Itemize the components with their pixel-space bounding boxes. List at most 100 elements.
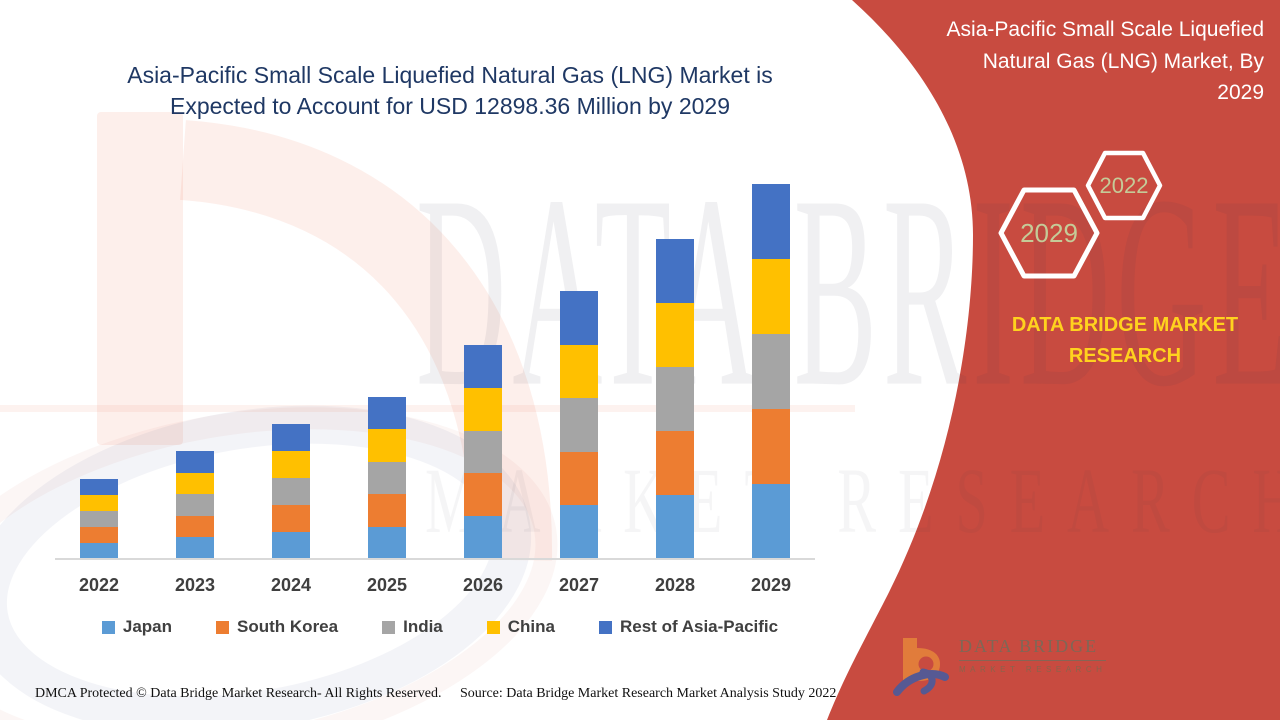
bar-segment-2025-japan (368, 526, 406, 559)
legend-swatch (101, 620, 115, 634)
bar-segment-2027-china (560, 344, 598, 399)
hexagon-2029-outline (998, 187, 1100, 279)
bar-segment-2024-china (272, 450, 310, 478)
hexagon-2022-outline (1085, 150, 1163, 221)
bar-2023 (176, 450, 214, 559)
watermark-b-bar (97, 112, 183, 445)
legend-label: Rest of Asia-Pacific (620, 617, 779, 636)
bar-segment-2023-japan (176, 537, 214, 559)
logo-b-icon (893, 638, 949, 696)
bar-segment-2023-india (176, 494, 214, 516)
legend-swatch (382, 620, 396, 634)
hexagon-2029: 2029 (998, 187, 1100, 279)
bar-segment-2023-china (176, 472, 214, 495)
watermark-text-market-research: MARKET RESEARCH (425, 448, 1280, 553)
legend-label: China (507, 617, 555, 636)
bar-segment-2028-china (656, 303, 694, 367)
chart-title-line2: Expected to Account for USD 12898.36 Mil… (169, 93, 730, 120)
side-panel-title-line1: Asia-Pacific Small Scale Liquefied (946, 18, 1264, 41)
bar-segment-2028-india (656, 366, 694, 431)
side-panel-title-line3: 2029 (1217, 81, 1264, 104)
background-logo-watermark (0, 112, 558, 720)
bar-segment-2026-rest-of-asia-pacific (464, 344, 502, 388)
x-axis-line (55, 558, 815, 560)
bar-segment-2029-japan (752, 483, 790, 559)
chart-legend: Japan South Korea India China Rest of Asia-P… (60, 617, 820, 637)
legend-label: India (403, 617, 443, 636)
bar-segment-2028-rest-of-asia-pacific (656, 239, 694, 303)
dbmr-logo: DATA BRIDGE MARKET RESEARCH (893, 636, 1107, 698)
x-axis-label-2027: 2027 (558, 575, 600, 595)
watermark-swoosh-red (0, 407, 558, 720)
bar-segment-2025-rest-of-asia-pacific (368, 396, 406, 430)
bar-segment-2023-south-korea (176, 515, 214, 538)
bar-segment-2026-japan (464, 516, 502, 559)
bar-segment-2024-japan (272, 531, 310, 559)
bar-segment-2026-india (464, 430, 502, 474)
footer-source-text: Source: Data Bridge Market Research Mark… (460, 686, 837, 701)
bar-segment-2025-south-korea (368, 494, 406, 527)
bar-segment-2024-rest-of-asia-pacific (272, 424, 310, 451)
bar-segment-2029-india (752, 333, 790, 409)
hexagon-2022-label: 2022 (1100, 173, 1149, 198)
watermark-band (0, 405, 855, 412)
chart-title-line1: Asia-Pacific Small Scale Liquefied Natur… (127, 62, 773, 88)
hexagon-2022: 2022 (1085, 150, 1163, 221)
legend-label: South Korea (237, 617, 339, 636)
bar-segment-2029-south-korea (752, 408, 790, 484)
legend-item-south-korea: South Korea (216, 617, 338, 637)
bar-segment-2027-south-korea (560, 451, 598, 506)
bar-segment-2029-china (752, 258, 790, 334)
x-axis-label-2028: 2028 (654, 575, 696, 595)
bar-segment-2024-south-korea (272, 504, 310, 532)
bar-segment-2029-rest-of-asia-pacific (752, 183, 790, 259)
bar-segment-2022-rest-of-asia-pacific (80, 479, 118, 495)
bar-2022 (80, 479, 118, 559)
x-axis-label-2023: 2023 (174, 575, 216, 595)
x-axis-label-2024: 2024 (270, 575, 312, 595)
bar-segment-2027-japan (560, 505, 598, 559)
x-axis-label-2026: 2026 (462, 575, 504, 595)
legend-swatch (486, 620, 500, 634)
bar-2026 (464, 344, 502, 559)
brand-text-line1: DATA BRIDGE MARKET (1011, 314, 1239, 336)
legend-swatch (216, 620, 230, 634)
bar-segment-2023-rest-of-asia-pacific (176, 450, 214, 473)
x-axis-label-2022: 2022 (78, 575, 120, 595)
watermark-swoosh-blue (0, 405, 532, 720)
chart-title: Asia-Pacific Small Scale Liquefied Natur… (110, 60, 790, 122)
legend-item-japan: Japan (101, 617, 173, 637)
legend-item-rest-of-asia-pacific: Rest of Asia-Pacific (599, 617, 778, 637)
bar-segment-2024-india (272, 477, 310, 505)
bar-2027 (560, 290, 598, 559)
bar-2028 (656, 239, 694, 559)
bar-2024 (272, 424, 310, 559)
legend-swatch (599, 620, 612, 634)
bar-segment-2022-china (80, 494, 118, 511)
bar-segment-2027-india (560, 398, 598, 452)
brand-text: DATA BRIDGE MARKET RESEARCH (975, 310, 1275, 372)
legend-label: Japan (122, 617, 173, 636)
bar-segment-2025-china (368, 429, 406, 462)
bar-segment-2025-india (368, 461, 406, 495)
bar-segment-2026-south-korea (464, 473, 502, 517)
side-panel-title-line2: Natural Gas (LNG) Market, By (982, 49, 1264, 73)
legend-item-china: China (486, 617, 555, 637)
logo-subtext: MARKET RESEARCH (959, 665, 1107, 674)
x-axis-label-2029: 2029 (750, 575, 792, 595)
x-axis-label-2025: 2025 (366, 575, 408, 595)
side-panel-title: Asia-Pacific Small Scale Liquefied Natur… (904, 14, 1264, 109)
hexagon-2029-label: 2029 (1020, 218, 1078, 248)
bar-segment-2022-south-korea (80, 526, 118, 543)
bar-2025 (368, 396, 406, 559)
bar-segment-2026-china (464, 387, 502, 431)
watermark-b-bowl (179, 120, 553, 561)
bar-2029 (752, 183, 790, 559)
brand-text-line2: RESEARCH (1068, 345, 1182, 367)
bar-segment-2022-india (80, 510, 118, 527)
bar-segment-2028-south-korea (656, 430, 694, 495)
bar-segment-2027-rest-of-asia-pacific (560, 290, 598, 345)
bar-segment-2028-japan (656, 494, 694, 559)
